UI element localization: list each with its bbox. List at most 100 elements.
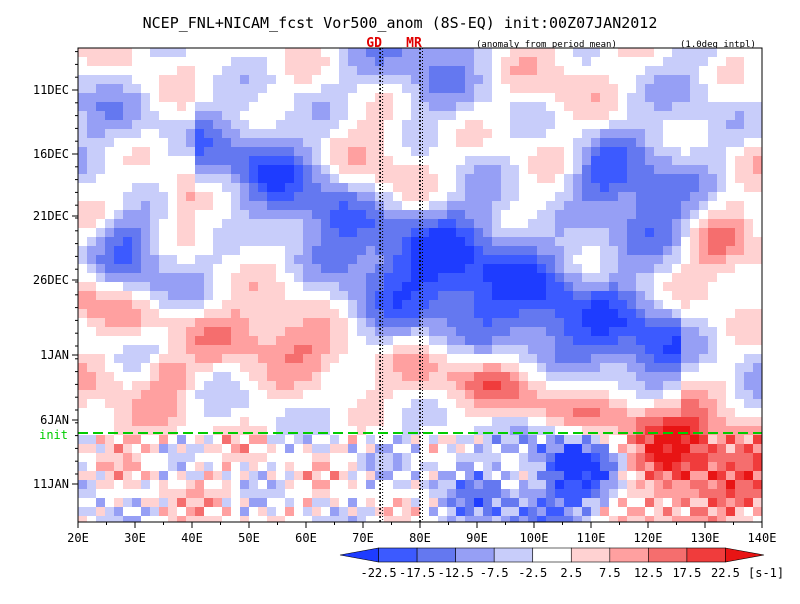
field-cell — [627, 201, 637, 211]
field-cell — [483, 255, 493, 265]
field-cell — [546, 138, 556, 148]
field-cell — [240, 291, 250, 301]
field-cell — [528, 129, 538, 139]
field-cell — [249, 480, 259, 490]
field-cell — [627, 336, 637, 346]
field-cell — [312, 444, 322, 454]
field-cell — [618, 309, 628, 319]
field-cell — [186, 111, 196, 121]
field-cell — [690, 399, 700, 409]
field-cell — [285, 237, 295, 247]
field-cell — [510, 228, 520, 238]
field-cell — [501, 156, 511, 166]
field-cell — [456, 246, 466, 256]
field-cell — [546, 246, 556, 256]
field-cell — [96, 156, 106, 166]
field-cell — [636, 264, 646, 274]
field-cell — [681, 408, 691, 418]
field-cell — [456, 228, 466, 238]
field-cell — [510, 381, 520, 391]
field-cell — [537, 417, 547, 427]
field-cell — [726, 192, 736, 202]
field-cell — [420, 345, 430, 355]
field-cell — [618, 471, 628, 481]
field-cell — [672, 417, 682, 427]
field-cell — [222, 147, 232, 157]
field-cell — [654, 219, 664, 229]
field-cell — [582, 381, 592, 391]
field-cell — [519, 57, 529, 67]
field-cell — [231, 111, 241, 121]
field-cell — [186, 273, 196, 283]
field-cell — [438, 75, 448, 85]
field-cell — [204, 57, 214, 67]
field-cell — [591, 246, 601, 256]
field-cell — [249, 345, 259, 355]
field-cell — [123, 174, 133, 184]
field-cell — [519, 273, 529, 283]
field-cell — [330, 183, 340, 193]
field-cell — [357, 399, 367, 409]
field-cell — [222, 372, 232, 382]
field-cell — [519, 489, 529, 499]
field-cell — [303, 93, 313, 103]
field-cell — [267, 165, 277, 175]
field-cell — [312, 84, 322, 94]
field-cell — [222, 57, 232, 67]
field-cell — [483, 57, 493, 67]
field-cell — [321, 156, 331, 166]
field-cell — [285, 444, 295, 454]
field-cell — [330, 354, 340, 364]
field-cell — [492, 93, 502, 103]
field-cell — [186, 399, 196, 409]
field-cell — [366, 498, 376, 508]
field-cell — [510, 57, 520, 67]
field-cell — [276, 102, 286, 112]
field-cell — [411, 273, 421, 283]
field-cell — [411, 363, 421, 373]
field-cell — [78, 282, 88, 292]
field-cell — [177, 93, 187, 103]
field-cell — [393, 390, 403, 400]
field-cell — [519, 327, 529, 337]
field-cell — [249, 300, 259, 310]
field-cell — [276, 183, 286, 193]
field-cell — [366, 327, 376, 337]
field-cell — [465, 237, 475, 247]
field-cell — [78, 462, 88, 472]
field-cell — [465, 489, 475, 499]
field-cell — [582, 66, 592, 76]
field-cell — [204, 102, 214, 112]
field-cell — [114, 381, 124, 391]
field-cell — [249, 462, 259, 472]
field-cell — [339, 444, 349, 454]
field-cell — [222, 219, 232, 229]
field-cell — [312, 273, 322, 283]
field-cell — [150, 75, 160, 85]
field-cell — [375, 363, 385, 373]
field-cell — [744, 498, 754, 508]
field-cell — [87, 318, 97, 328]
field-cell — [357, 66, 367, 76]
field-cell — [519, 453, 529, 463]
field-cell — [195, 66, 205, 76]
field-cell — [753, 318, 762, 328]
field-cell — [519, 129, 529, 139]
field-cell — [591, 264, 601, 274]
field-cell — [204, 174, 214, 184]
field-cell — [402, 246, 412, 256]
field-cell — [114, 228, 124, 238]
field-cell — [438, 471, 448, 481]
field-cell — [222, 363, 232, 373]
field-cell — [483, 300, 493, 310]
field-cell — [555, 381, 565, 391]
field-cell — [699, 273, 709, 283]
field-cell — [78, 516, 88, 522]
field-cell — [186, 381, 196, 391]
field-cell — [699, 345, 709, 355]
field-cell — [474, 327, 484, 337]
field-cell — [456, 120, 466, 130]
field-cell — [132, 507, 142, 517]
field-cell — [546, 507, 556, 517]
field-cell — [501, 516, 511, 522]
